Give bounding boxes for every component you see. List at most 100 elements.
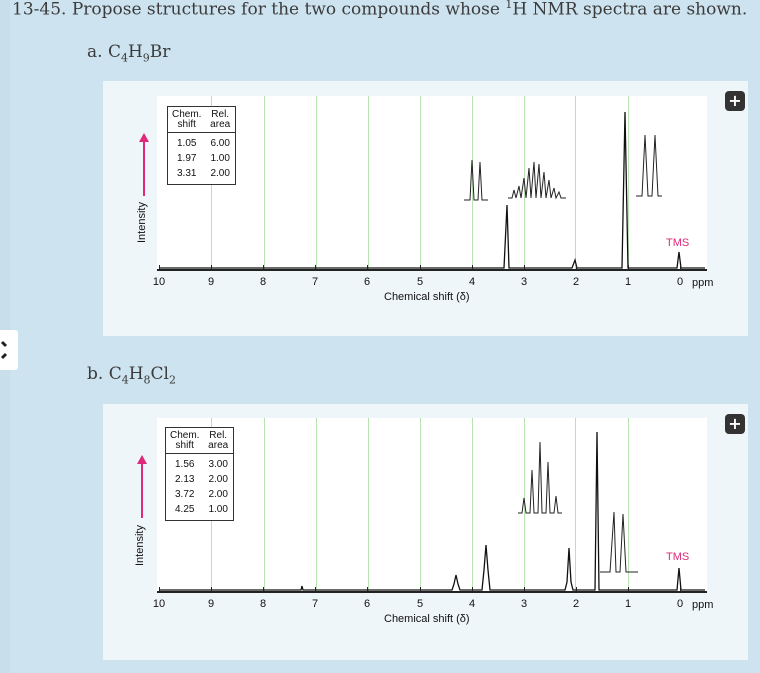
- part-a-formula: C4H9Br: [107, 42, 171, 65]
- nucleus-symbol: H: [512, 0, 528, 20]
- axis-tick: [680, 587, 681, 592]
- tick-label: 6: [363, 598, 371, 610]
- table-header-area: Rel. area: [205, 107, 235, 133]
- axis-tick: [211, 265, 212, 270]
- axis-tick: [576, 265, 577, 270]
- intensity-arrow-a-line: [143, 141, 145, 196]
- grid-line: [316, 96, 317, 270]
- tick-label: 5: [416, 276, 424, 288]
- tick-label: 10: [152, 276, 166, 288]
- tick-label: 0: [676, 276, 684, 288]
- table-cell: 2.00: [208, 474, 228, 485]
- spectrum-b-plot-area: [157, 418, 707, 592]
- part-b-formula: C4H8Cl2: [108, 364, 176, 387]
- table-header-shift: Chem. shift: [168, 107, 206, 133]
- formula-count: 9: [142, 51, 150, 65]
- grid-line: [368, 418, 369, 592]
- axis-tick: [211, 587, 212, 592]
- intensity-arrow-b-head-icon: [137, 455, 147, 464]
- tick-label: 7: [311, 276, 319, 288]
- spectrum-b-tms-label: TMS: [666, 551, 690, 563]
- tick-label: 0: [676, 598, 684, 610]
- tick-label: 8: [259, 276, 267, 288]
- table-cell: 2.00: [208, 489, 228, 500]
- grid-line: [472, 96, 473, 270]
- formula-element: C: [107, 42, 121, 62]
- tick-label: 3: [520, 598, 528, 610]
- part-b-label: b. C4H8Cl2: [87, 364, 176, 386]
- grid-line: [316, 418, 317, 592]
- table-row: 3.31 2.00: [168, 166, 235, 184]
- spectrum-b-xlabel: Chemical shift (δ): [384, 613, 470, 625]
- grid-line: [420, 96, 421, 270]
- table-cell: 1.05: [176, 138, 197, 149]
- table-cell: 4.25: [174, 504, 195, 515]
- tick-label: 1: [624, 276, 632, 288]
- spectrum-a-ppm-unit: ppm: [692, 277, 714, 289]
- tick-label: 6: [363, 276, 371, 288]
- axis-tick: [472, 265, 473, 270]
- axis-tick: [367, 587, 368, 592]
- table-cell: 3.00: [208, 459, 228, 470]
- expand-a-plus-icon[interactable]: +: [725, 91, 745, 111]
- spectrum-a-data-table: Chem. shift Rel. area 1.05 6.00 1.97 1.00 3.…: [167, 106, 236, 185]
- axis-tick: [159, 587, 160, 592]
- formula-element: H: [127, 42, 143, 62]
- axis-tick: [524, 265, 525, 270]
- grid-line: [575, 418, 576, 592]
- tick-label: 4: [468, 598, 476, 610]
- tick-label: 7: [311, 598, 319, 610]
- formula-element: H: [128, 364, 144, 384]
- axis-tick: [524, 587, 525, 592]
- axis-tick: [576, 587, 577, 592]
- table-cell: 6.00: [210, 138, 230, 149]
- intensity-arrow-b-line: [141, 463, 143, 518]
- formula-count: 4: [120, 51, 128, 65]
- spectrum-a-tms-label: TMS: [666, 237, 690, 249]
- spectrum-b-x-axis: [157, 591, 707, 593]
- table-cell: 1.00: [210, 153, 230, 164]
- table-cell: 1.00: [208, 504, 228, 515]
- formula-count: 4: [121, 373, 129, 387]
- axis-tick: [420, 587, 421, 592]
- problem-text-after: NMR spectra are shown.: [527, 0, 748, 20]
- table-cell: 1.56: [174, 459, 195, 470]
- grid-line: [524, 418, 525, 592]
- part-a-label: a. C4H9Br: [87, 42, 170, 64]
- table-cell: 1.97: [176, 153, 197, 164]
- table-cell: 3.31: [176, 168, 197, 179]
- intensity-arrow-a-head-icon: [139, 133, 149, 142]
- spectrum-a-plot-area: [157, 96, 707, 270]
- axis-tick: [315, 265, 316, 270]
- table-row: 3.72 2.00: [166, 487, 233, 502]
- expand-b-plus-icon[interactable]: +: [725, 414, 745, 434]
- table-row: 1.56 3.00: [166, 454, 233, 473]
- table-row: 1.05 6.00: [168, 133, 235, 152]
- formula-element: Br: [149, 42, 171, 62]
- spectrum-b-ylabel: Intensity: [134, 525, 146, 566]
- grid-line: [368, 96, 369, 270]
- table-header-shift: Chem. shift: [166, 428, 204, 454]
- table-cell: 3.72: [174, 489, 195, 500]
- axis-tick: [263, 587, 264, 592]
- spectrum-b-data-table: Chem. shift Rel. area 1.56 3.00 2.13 2.00 3.…: [165, 427, 234, 521]
- problem-number: 13-45.: [12, 0, 67, 20]
- tick-label: 1: [624, 598, 632, 610]
- chevron-handle-icon: [0, 340, 8, 360]
- tick-label: 9: [207, 598, 215, 610]
- formula-count: 2: [169, 373, 176, 387]
- axis-tick: [420, 265, 421, 270]
- grid-line: [264, 96, 265, 270]
- grid-line: [628, 96, 629, 270]
- axis-tick: [367, 265, 368, 270]
- grid-line: [575, 96, 576, 270]
- problem-title: 13-45. Propose structures for the two co…: [12, 0, 747, 20]
- tick-label: 9: [207, 276, 215, 288]
- side-panel-handle[interactable]: [0, 330, 18, 370]
- axis-tick: [628, 587, 629, 592]
- table-row: 1.97 1.00: [168, 151, 235, 166]
- grid-line: [472, 418, 473, 592]
- formula-element: C: [108, 364, 122, 384]
- part-a-letter: a.: [87, 42, 103, 62]
- axis-tick: [159, 265, 160, 270]
